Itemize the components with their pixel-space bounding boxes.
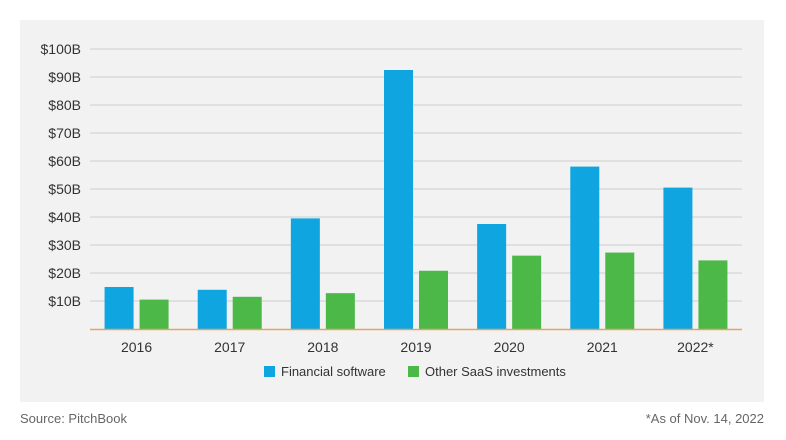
source-note: Source: PitchBook (20, 411, 127, 426)
legend-swatch (264, 366, 275, 377)
x-tick-label: 2018 (307, 339, 338, 355)
legend-label: Financial software (281, 364, 386, 379)
x-tick-label: 2021 (587, 339, 618, 355)
y-tick-label: $80B (48, 97, 81, 113)
bar-other-saas (232, 296, 262, 329)
bar-financial-software (290, 218, 320, 329)
y-tick-label: $30B (48, 237, 81, 253)
x-tick-label: 2020 (494, 339, 525, 355)
bar-other-saas (419, 270, 448, 329)
bar-other-saas (605, 252, 635, 329)
chart-panel: $10B $20B $30B $40B $50B $60B $70B $80B $90B $100… (20, 20, 764, 402)
y-tick-label: $90B (48, 69, 81, 85)
y-tick-label: $70B (48, 125, 81, 141)
bar-financial-software (104, 287, 134, 329)
bar-financial-software (197, 289, 227, 329)
bar-financial-software (570, 166, 600, 329)
bar-financial-software (384, 70, 413, 329)
y-tick-label: $40B (48, 209, 81, 225)
bar-financial-software (477, 224, 507, 329)
bar-chart: $10B $20B $30B $40B $50B $60B $70B $80B $90B $100… (41, 41, 742, 379)
bar-other-saas (139, 299, 169, 329)
x-tick-label: 2019 (400, 339, 431, 355)
y-tick-label: $10B (48, 293, 81, 309)
y-tick-label: $20B (48, 265, 81, 281)
x-tick-label: 2017 (214, 339, 245, 355)
x-tick-label: 2016 (121, 339, 152, 355)
bar-other-saas (512, 255, 542, 329)
legend-swatch (408, 366, 419, 377)
y-tick-label: $50B (48, 181, 81, 197)
y-tick-label: $60B (48, 153, 81, 169)
y-tick-label: $100B (41, 41, 81, 57)
x-tick-label: 2022* (677, 339, 714, 355)
bar-other-saas (698, 260, 728, 329)
date-footnote: *As of Nov. 14, 2022 (645, 411, 764, 426)
bar-financial-software (663, 187, 693, 329)
chart-footer: Source: PitchBook *As of Nov. 14, 2022 (20, 411, 764, 431)
bar-other-saas (325, 293, 355, 329)
legend-label: Other SaaS investments (425, 364, 566, 379)
